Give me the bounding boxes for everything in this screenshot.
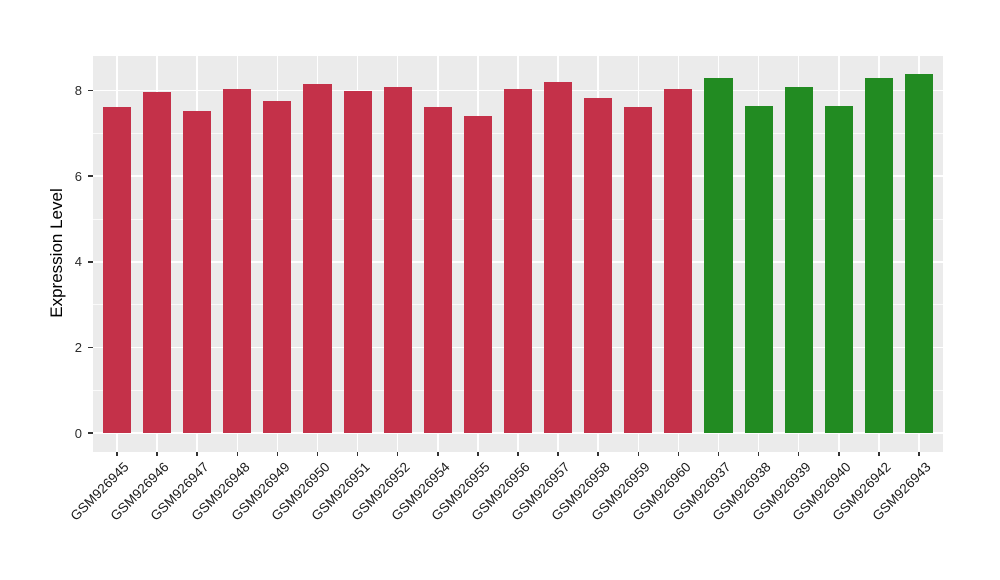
x-tick-mark	[316, 452, 319, 456]
y-tick-label: 6	[74, 168, 82, 184]
x-tick-mark	[918, 452, 920, 456]
x-tick-mark	[517, 452, 519, 456]
x-tick-mark	[878, 452, 880, 456]
y-tick-label: 8	[74, 83, 82, 99]
bar	[423, 106, 452, 433]
x-tick-mark	[396, 452, 399, 456]
y-tick-mark	[88, 261, 93, 263]
y-tick-mark	[88, 175, 93, 177]
x-tick-mark	[276, 452, 279, 456]
bar	[544, 82, 573, 433]
x-tick-mark	[757, 452, 760, 456]
y-tick-mark	[88, 432, 93, 434]
bar	[784, 86, 813, 433]
bar	[223, 88, 252, 433]
y-tick-label: 2	[74, 339, 82, 355]
bar	[704, 77, 733, 433]
x-tick-mark	[477, 452, 479, 456]
x-tick-mark	[196, 452, 198, 456]
bar	[744, 105, 773, 433]
x-tick-mark	[356, 452, 359, 456]
plot-panel	[93, 56, 943, 452]
bar	[183, 110, 212, 433]
y-tick-mark	[88, 346, 93, 349]
x-tick-mark	[236, 452, 239, 456]
x-tick-mark	[717, 452, 720, 456]
bar	[143, 91, 172, 433]
x-tick-mark	[797, 452, 800, 456]
bar	[584, 98, 613, 433]
y-axis-title: Expression Level	[47, 188, 66, 318]
x-tick-mark	[437, 452, 439, 456]
x-tick-mark	[557, 452, 559, 456]
x-tick-mark	[637, 452, 640, 456]
x-tick-mark	[116, 452, 118, 456]
y-tick-label: 0	[74, 425, 82, 441]
bar	[343, 90, 372, 433]
bar	[463, 115, 492, 433]
y-tick-mark	[88, 89, 93, 92]
bar	[664, 88, 693, 433]
bar	[864, 77, 893, 433]
bar	[904, 74, 933, 433]
y-tick-label: 4	[74, 254, 82, 270]
bar	[624, 106, 653, 433]
x-tick-mark	[838, 452, 840, 456]
bar	[503, 89, 533, 433]
x-tick-mark	[597, 452, 599, 456]
x-tick-mark	[156, 452, 158, 456]
bar	[303, 84, 332, 433]
bar	[824, 106, 853, 433]
bar	[263, 100, 292, 433]
bar	[103, 106, 132, 433]
bar	[383, 87, 412, 433]
x-tick-mark	[677, 452, 680, 456]
